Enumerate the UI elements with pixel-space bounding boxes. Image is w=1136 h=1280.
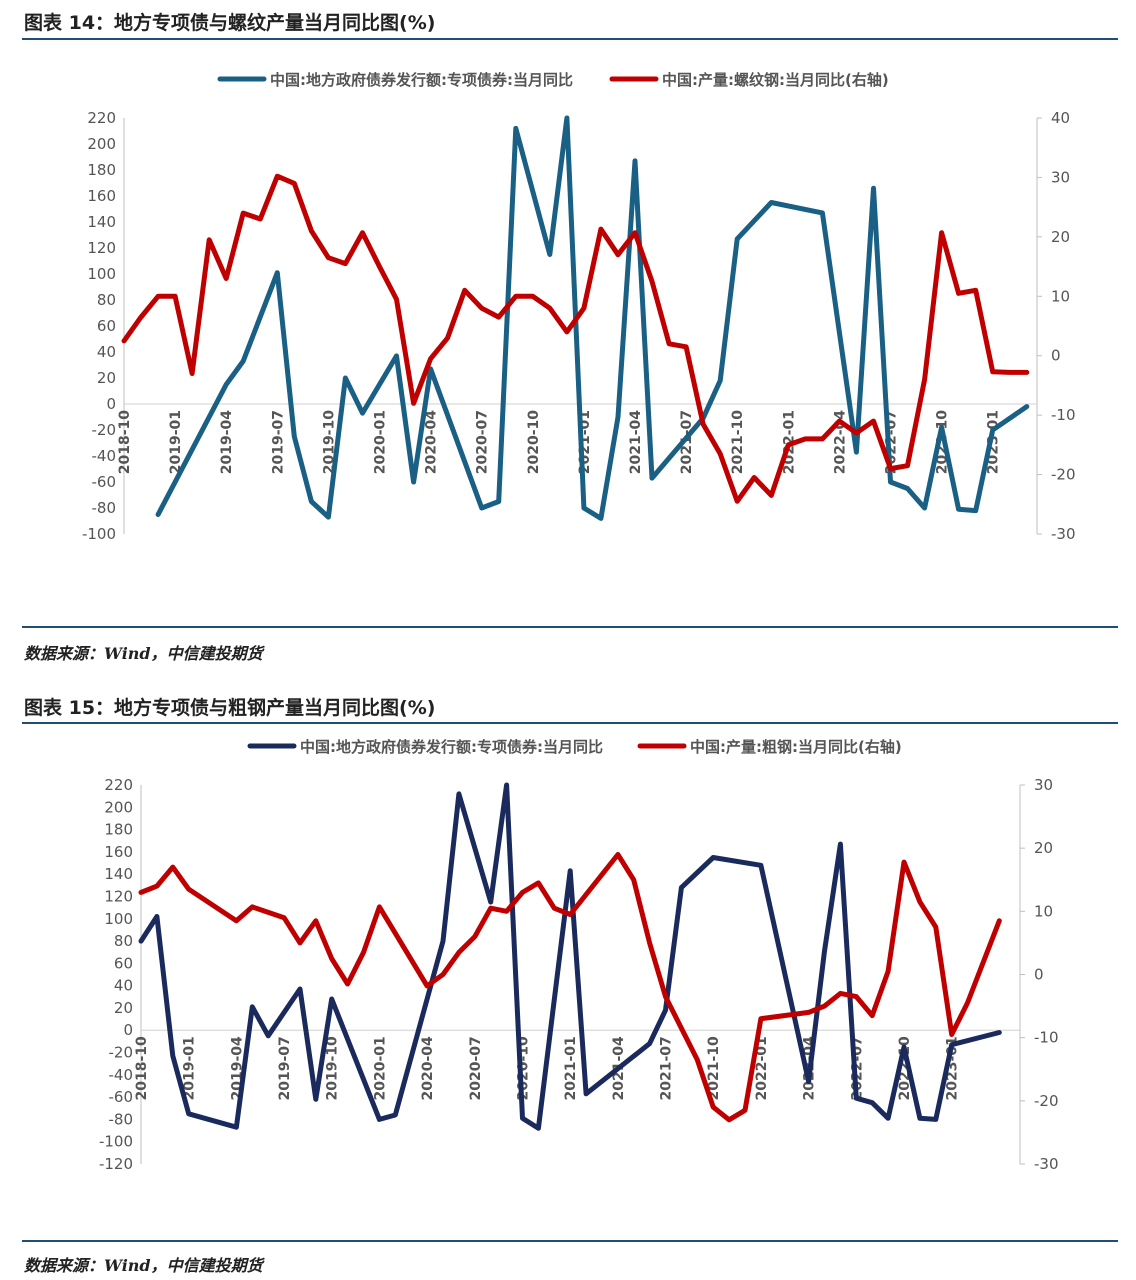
title-rule: [22, 38, 1118, 40]
source-note: 数据来源：Wind，中信建投期货: [24, 644, 263, 663]
y-right-tick-label: 0: [1034, 966, 1044, 984]
title-rule: [22, 722, 1118, 724]
y-left-tick-label: 40: [97, 343, 116, 361]
x-tick-label: 2021-04: [628, 410, 644, 475]
x-tick-label: 2020-01: [372, 1036, 388, 1100]
series-line-2: [121, 173, 1030, 504]
x-tick-label: 2020-07: [468, 1036, 484, 1100]
y-left-tick-label: -40: [92, 447, 117, 465]
y-left-tick-label: -40: [109, 1066, 134, 1084]
y-left-tick-label: 20: [114, 999, 133, 1017]
y-left-tick-label: 20: [97, 369, 116, 387]
y-right-tick-label: -20: [1051, 466, 1076, 484]
x-tick-label: 2019-07: [277, 1036, 293, 1100]
y-left-tick-label: -60: [109, 1088, 134, 1106]
y-right-tick-label: -10: [1034, 1029, 1059, 1047]
figure-title: 图表 15：地方专项债与粗钢产量当月同比图(%): [24, 697, 436, 719]
y-left-tick-label: 200: [87, 135, 116, 153]
y-left-tick-label: 60: [97, 317, 116, 335]
x-tick-label: 2019-10: [325, 1036, 341, 1101]
y-left-tick-label: -20: [109, 1044, 134, 1062]
y-left-tick-label: 80: [97, 291, 116, 309]
y-right-tick-label: 30: [1051, 168, 1070, 186]
figure-title: 图表 14：地方专项债与螺纹产量当月同比图(%): [24, 12, 436, 34]
y-left-tick-label: 120: [87, 239, 116, 257]
x-tick-label: 2020-04: [420, 1036, 436, 1101]
y-left-tick-label: 120: [104, 887, 133, 905]
y-left-tick-label: 160: [104, 843, 133, 861]
x-tick-label: 2019-04: [219, 410, 235, 475]
y-left-tick-label: 160: [87, 187, 116, 205]
x-tick-label: 2020-10: [526, 410, 542, 475]
y-left-tick-label: 40: [114, 977, 133, 995]
y-left-tick-label: 140: [104, 865, 133, 883]
source-note: 数据来源：Wind，中信建投期货: [24, 1256, 263, 1275]
y-right-tick-label: 10: [1051, 287, 1070, 305]
series-line-2: [138, 852, 1002, 1123]
y-left-tick-label: -20: [92, 421, 117, 439]
y-left-tick-label: 180: [104, 821, 133, 839]
chart-rebar: -100-80-60-40-20020406080100120140160180…: [82, 71, 1076, 543]
y-left-tick-label: -80: [109, 1110, 134, 1128]
x-tick-label: 2020-07: [475, 410, 491, 474]
y-left-tick-label: 0: [123, 1021, 133, 1039]
y-right-tick-label: -10: [1051, 406, 1076, 424]
y-left-tick-label: 0: [106, 395, 116, 413]
x-tick-label: 2018-10: [134, 1036, 150, 1101]
x-tick-label: 2022-01: [754, 1036, 770, 1100]
x-tick-label: 2019-07: [270, 410, 286, 474]
source-rule: [22, 1240, 1118, 1242]
x-tick-label: 2021-07: [659, 1036, 675, 1100]
chart-crude-steel: -120-100-80-60-40-2002040608010012014016…: [99, 738, 1059, 1173]
legend-label: 中国:产量:粗钢:当月同比(右轴): [690, 738, 902, 756]
y-left-tick-label: -100: [82, 525, 116, 543]
y-right-tick-label: 30: [1034, 776, 1053, 794]
y-left-tick-label: -100: [99, 1133, 133, 1151]
source-rule: [22, 626, 1118, 628]
series-line-1: [138, 782, 1002, 1131]
x-tick-label: 2020-01: [373, 410, 389, 474]
series-line-1: [155, 115, 1030, 521]
x-tick-label: 2021-01: [563, 1036, 579, 1100]
x-tick-label: 2018-10: [117, 410, 133, 475]
x-tick-label: 2019-01: [182, 1036, 198, 1100]
x-tick-label: 2021-10: [706, 1036, 722, 1101]
legend-label: 中国:地方政府债券发行额:专项债券:当月同比: [300, 738, 603, 756]
y-right-tick-label: -20: [1034, 1092, 1059, 1110]
y-left-tick-label: 140: [87, 213, 116, 231]
y-right-tick-label: 40: [1051, 109, 1070, 127]
y-right-tick-label: 20: [1051, 228, 1070, 246]
y-right-tick-label: 20: [1034, 839, 1053, 857]
y-left-tick-label: -60: [92, 473, 117, 491]
y-left-tick-label: 80: [114, 932, 133, 950]
y-right-tick-label: 0: [1051, 347, 1061, 365]
y-left-tick-label: -120: [99, 1155, 133, 1173]
y-right-tick-label: -30: [1051, 525, 1076, 543]
y-left-tick-label: 220: [87, 109, 116, 127]
y-left-tick-label: 100: [104, 910, 133, 928]
x-tick-label: 2020-04: [424, 410, 440, 475]
legend-label: 中国:产量:螺纹钢:当月同比(右轴): [662, 71, 889, 89]
x-tick-label: 2021-10: [730, 410, 746, 475]
legend-label: 中国:地方政府债券发行额:专项债券:当月同比: [270, 71, 573, 89]
y-right-tick-label: -30: [1034, 1155, 1059, 1173]
x-tick-label: 2019-01: [168, 410, 184, 474]
y-left-tick-label: 200: [104, 798, 133, 816]
y-left-tick-label: 60: [114, 954, 133, 972]
y-left-tick-label: 100: [87, 265, 116, 283]
y-left-tick-label: 180: [87, 161, 116, 179]
y-left-tick-label: -80: [92, 499, 117, 517]
y-left-tick-label: 220: [104, 776, 133, 794]
y-right-tick-label: 10: [1034, 902, 1053, 920]
x-tick-label: 2021-07: [679, 410, 695, 474]
